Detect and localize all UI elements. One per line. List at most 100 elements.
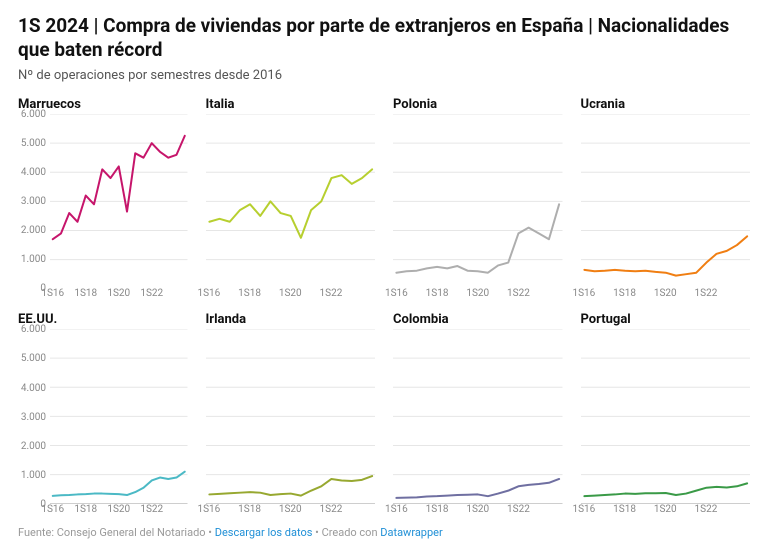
x-axis-row: 1S161S181S201S22 <box>206 504 376 518</box>
plot-row: 01.0002.0003.0004.0005.0006.000 <box>18 329 188 504</box>
x-tick-label: 1S18 <box>613 288 636 299</box>
x-axis-labels: 1S161S181S201S22 <box>393 504 563 518</box>
y-tick-label: 5.000 <box>21 138 46 149</box>
download-link[interactable]: Descargar los datos <box>215 526 313 539</box>
y-tick-label: 5.000 <box>21 353 46 364</box>
x-axis-row: 1S161S181S201S22 <box>206 288 376 302</box>
x-tick-label: 1S16 <box>41 504 64 515</box>
plot-row <box>581 329 751 504</box>
plot-area <box>206 329 376 504</box>
plot-area <box>50 329 188 504</box>
panel-title: Irlanda <box>206 312 376 327</box>
x-tick-label: 1S20 <box>466 504 489 515</box>
series-line <box>53 135 185 238</box>
y-tick-label: 6.000 <box>21 324 46 335</box>
x-tick-label: 1S22 <box>140 288 163 299</box>
x-tick-label: 1S18 <box>613 504 636 515</box>
x-tick-label: 1S20 <box>654 504 677 515</box>
x-tick-label: 1S18 <box>426 504 449 515</box>
y-tick-label: 1.000 <box>21 254 46 265</box>
series-line <box>53 472 185 496</box>
plot-area <box>393 114 563 289</box>
x-axis-labels: 1S161S181S201S22 <box>206 504 376 518</box>
x-axis-labels: 1S161S181S201S22 <box>206 288 376 302</box>
x-tick-label: 1S20 <box>466 288 489 299</box>
panel-0: Marruecos01.0002.0003.0004.0005.0006.000… <box>18 97 188 303</box>
series-line <box>584 484 747 497</box>
y-tick-label: 1.000 <box>21 470 46 481</box>
panel-title: Italia <box>206 97 376 112</box>
panel-3: Ucrania1S161S181S201S22 <box>581 97 751 303</box>
panel-5: Irlanda1S161S181S201S22 <box>206 312 376 518</box>
plot-row <box>206 329 376 504</box>
plot-row <box>393 114 563 289</box>
y-tick-label: 6.000 <box>21 109 46 120</box>
y-axis-labels: 01.0002.0003.0004.0005.0006.000 <box>18 329 50 504</box>
x-tick-label: 1S16 <box>572 288 595 299</box>
plot-area <box>581 329 751 504</box>
plot-row <box>206 114 376 289</box>
x-tick-label: 1S16 <box>41 288 64 299</box>
panel-title: Ucrania <box>581 97 751 112</box>
x-tick-label: 1S22 <box>695 504 718 515</box>
x-axis-row: 1S161S181S201S22 <box>581 288 751 302</box>
chart-footer: Fuente: Consejo General del Notariado • … <box>18 526 750 539</box>
x-axis-labels: 1S161S181S201S22 <box>581 288 751 302</box>
footer-source-prefix: Fuente: <box>18 526 57 539</box>
series-line <box>209 169 372 237</box>
series-line <box>396 204 559 272</box>
plot-row <box>393 329 563 504</box>
panel-6: Colombia1S161S181S201S22 <box>393 312 563 518</box>
panel-2: Polonia1S161S181S201S22 <box>393 97 563 303</box>
tool-link[interactable]: Datawrapper <box>380 526 442 539</box>
panel-1: Italia1S161S181S201S22 <box>206 97 376 303</box>
x-tick-label: 1S16 <box>385 288 408 299</box>
x-axis-row: 1S161S181S201S22 <box>393 504 563 518</box>
footer-source: Consejo General del Notariado <box>57 526 206 539</box>
x-axis-row: 1S16 1S18 1S20 1S22 <box>18 288 188 302</box>
y-tick-label: 3.000 <box>21 196 46 207</box>
x-axis-row: 1S161S181S201S22 <box>581 504 751 518</box>
plot-area <box>581 114 751 289</box>
x-tick-label: 1S22 <box>695 288 718 299</box>
x-tick-label: 1S16 <box>572 504 595 515</box>
x-tick-label: 1S18 <box>74 504 97 515</box>
x-axis-labels: 1S161S181S201S22 <box>581 504 751 518</box>
plot-row: 01.0002.0003.0004.0005.0006.000 <box>18 114 188 289</box>
x-tick-label: 1S22 <box>140 504 163 515</box>
x-tick-label: 1S16 <box>197 288 220 299</box>
series-line <box>396 479 559 498</box>
y-axis-labels: 01.0002.0003.0004.0005.0006.000 <box>18 114 50 289</box>
y-tick-label: 3.000 <box>21 412 46 423</box>
footer-sep-2: • <box>312 526 321 539</box>
y-tick-label: 4.000 <box>21 167 46 178</box>
x-tick-label: 1S18 <box>238 504 261 515</box>
x-tick-label: 1S20 <box>279 288 302 299</box>
series-line <box>584 236 747 275</box>
panel-title: Colombia <box>393 312 563 327</box>
panel-title: Portugal <box>581 312 751 327</box>
x-tick-label: 1S18 <box>426 288 449 299</box>
x-tick-label: 1S22 <box>507 504 530 515</box>
x-axis-row: 1S161S181S201S22 <box>393 288 563 302</box>
x-tick-label: 1S20 <box>107 504 130 515</box>
panel-4: EE.UU.01.0002.0003.0004.0005.0006.0001S1… <box>18 312 188 518</box>
footer-sep-1: • <box>206 526 215 539</box>
chart-title: 1S 2024 | Compra de viviendas por parte … <box>18 14 750 62</box>
x-tick-label: 1S18 <box>74 288 97 299</box>
x-tick-label: 1S16 <box>385 504 408 515</box>
x-tick-label: 1S20 <box>654 288 677 299</box>
x-tick-label: 1S22 <box>320 504 343 515</box>
chart-subtitle: Nº de operaciones por semestres desde 20… <box>18 68 750 83</box>
x-axis-labels: 1S161S181S201S22 <box>50 504 188 518</box>
x-tick-label: 1S20 <box>279 504 302 515</box>
panel-title: Polonia <box>393 97 563 112</box>
y-tick-label: 4.000 <box>21 383 46 394</box>
x-axis-labels: 1S161S181S201S22 <box>393 288 563 302</box>
footer-created-prefix: Creado con <box>322 526 381 539</box>
x-tick-label: 1S22 <box>507 288 530 299</box>
x-tick-label: 1S22 <box>320 288 343 299</box>
plot-area <box>206 114 376 289</box>
series-line <box>209 476 372 496</box>
x-tick-label: 1S20 <box>107 288 130 299</box>
